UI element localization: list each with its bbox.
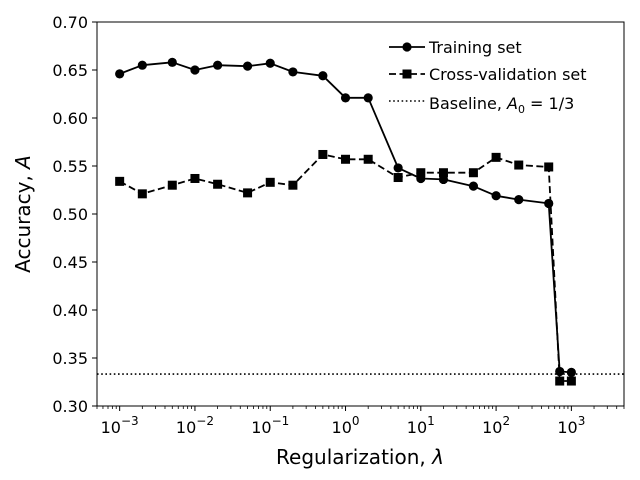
point-training bbox=[242, 61, 253, 71]
x-tick-label-base: 10 bbox=[101, 418, 121, 437]
x-tick-label-exponent: −2 bbox=[196, 414, 214, 428]
point-training bbox=[514, 195, 524, 205]
point-cross-validation bbox=[514, 160, 524, 170]
x-tick-label-exponent: 3 bbox=[578, 414, 586, 428]
point-cross-validation bbox=[115, 176, 125, 186]
point-cross-validation bbox=[213, 179, 223, 189]
point-cross-validation bbox=[190, 173, 200, 183]
y-tick-label: 0.70 bbox=[52, 13, 88, 32]
point-cross-validation bbox=[243, 188, 253, 198]
point-training bbox=[491, 191, 501, 201]
point-cross-validation bbox=[318, 149, 328, 159]
legend-entry-training: Training set bbox=[389, 38, 522, 57]
point-cross-validation bbox=[438, 168, 448, 178]
point-cross-validation bbox=[167, 180, 177, 190]
point-cross-validation bbox=[393, 173, 403, 183]
x-tick-label-exponent: −1 bbox=[272, 414, 290, 428]
y-tick-label: 0.50 bbox=[52, 205, 88, 224]
y-axis-label-symbol: A bbox=[11, 155, 35, 171]
x-axis-label-text: Regularization, bbox=[276, 445, 432, 469]
x-tick-label-exponent: 2 bbox=[502, 414, 510, 428]
x-tick-label-base: 10 bbox=[251, 418, 271, 437]
point-cross-validation bbox=[416, 168, 426, 178]
point-cross-validation bbox=[363, 154, 373, 164]
legend-baseline-rest: = 1/3 bbox=[525, 94, 574, 113]
point-training bbox=[566, 367, 576, 377]
x-axis: 10−3 10−2 10−1 100 101 102 103 bbox=[96, 406, 625, 437]
x-axis-label: Regularization, λ bbox=[276, 445, 444, 469]
point-training bbox=[265, 58, 275, 68]
point-cross-validation bbox=[137, 189, 147, 199]
point-cross-validation bbox=[265, 177, 275, 187]
legend-cv-marker bbox=[402, 69, 412, 79]
point-cross-validation bbox=[544, 162, 554, 172]
point-cross-validation bbox=[491, 152, 501, 162]
legend-entry-cross-validation: Cross-validation set bbox=[389, 65, 587, 84]
x-tick-label-base: 10 bbox=[176, 418, 196, 437]
x-tick-label: 10−1 bbox=[251, 414, 289, 437]
x-tick-label-base: 10 bbox=[332, 418, 352, 437]
point-training bbox=[190, 65, 200, 75]
y-tick-label: 0.65 bbox=[52, 61, 88, 80]
point-training bbox=[468, 181, 479, 191]
point-cross-validation bbox=[555, 376, 565, 386]
point-training bbox=[115, 69, 125, 79]
x-tick-label: 10−2 bbox=[176, 414, 214, 437]
x-tick-label: 103 bbox=[557, 414, 585, 437]
y-tick-label: 0.55 bbox=[52, 157, 88, 176]
y-tick-label: 0.45 bbox=[52, 253, 88, 272]
series-line-cross-validation bbox=[119, 153, 572, 382]
x-tick-label-exponent: 1 bbox=[427, 414, 435, 428]
point-training bbox=[167, 57, 177, 67]
x-tick-label-base: 10 bbox=[482, 418, 502, 437]
x-tick-label-base: 10 bbox=[407, 418, 427, 437]
point-training bbox=[288, 67, 298, 77]
y-axis: 0.30 0.35 0.40 0.45 0.50 0.55 0.60 0.65 0.70 bbox=[52, 13, 97, 416]
y-axis-label: Accuracy, A bbox=[11, 155, 35, 273]
legend-baseline-prefix: Baseline, bbox=[429, 94, 507, 113]
legend-training-marker bbox=[402, 42, 412, 52]
point-training bbox=[340, 93, 351, 103]
legend-baseline-subscript: 0 bbox=[518, 103, 525, 116]
point-training bbox=[137, 60, 147, 70]
y-tick-label: 0.35 bbox=[52, 349, 88, 368]
legend-baseline-symbol: A bbox=[506, 94, 518, 113]
point-training bbox=[363, 93, 373, 103]
point-training bbox=[318, 71, 328, 81]
legend-baseline-label: Baseline, A0 = 1/3 bbox=[429, 94, 574, 116]
x-tick-label-exponent: −3 bbox=[121, 414, 139, 428]
legend-cv-label: Cross-validation set bbox=[429, 65, 587, 84]
legend: Training set Cross-validation set Baseli… bbox=[389, 38, 587, 116]
point-training bbox=[213, 60, 223, 70]
x-tick-label: 102 bbox=[482, 414, 510, 437]
x-tick-label-exponent: 0 bbox=[352, 414, 360, 428]
x-tick-label: 101 bbox=[407, 414, 435, 437]
y-tick-label: 0.60 bbox=[52, 109, 88, 128]
series-layer bbox=[115, 57, 576, 386]
point-training bbox=[393, 163, 403, 173]
point-training bbox=[544, 198, 554, 209]
legend-training-label: Training set bbox=[428, 38, 522, 57]
point-cross-validation bbox=[288, 180, 298, 190]
y-tick-label: 0.30 bbox=[52, 397, 88, 416]
x-axis-label-symbol: λ bbox=[431, 445, 444, 469]
y-axis-label-text: Accuracy, bbox=[11, 169, 35, 273]
point-cross-validation bbox=[341, 154, 351, 164]
point-training bbox=[555, 366, 565, 377]
x-tick-label: 10−3 bbox=[101, 414, 139, 437]
point-cross-validation bbox=[468, 168, 478, 178]
x-tick-label: 100 bbox=[332, 414, 360, 437]
y-tick-label: 0.40 bbox=[52, 301, 88, 320]
legend-entry-baseline: Baseline, A0 = 1/3 bbox=[389, 94, 574, 116]
x-tick-label-base: 10 bbox=[557, 418, 577, 437]
point-cross-validation bbox=[566, 376, 576, 386]
